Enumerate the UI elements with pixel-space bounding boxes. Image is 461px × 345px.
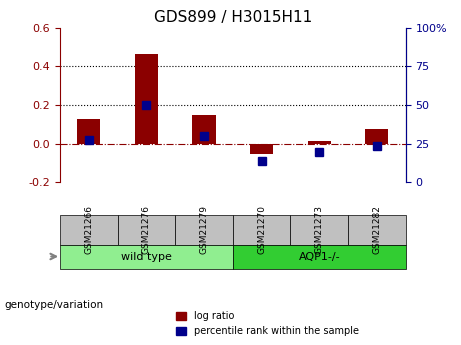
Title: GDS899 / H3015H11: GDS899 / H3015H11 <box>154 10 312 25</box>
Text: AQP1-/-: AQP1-/- <box>298 252 340 262</box>
Text: GSM21282: GSM21282 <box>372 206 381 254</box>
Text: wild type: wild type <box>121 252 172 262</box>
FancyBboxPatch shape <box>175 215 233 245</box>
FancyBboxPatch shape <box>60 215 118 245</box>
FancyBboxPatch shape <box>118 215 175 245</box>
Text: GSM21279: GSM21279 <box>200 206 208 255</box>
FancyBboxPatch shape <box>60 245 233 269</box>
Legend: log ratio, percentile rank within the sample: log ratio, percentile rank within the sa… <box>172 307 362 340</box>
Text: GSM21276: GSM21276 <box>142 206 151 255</box>
Text: GSM21273: GSM21273 <box>315 206 324 255</box>
Bar <box>308 141 331 144</box>
FancyBboxPatch shape <box>290 215 348 245</box>
Bar <box>77 119 100 144</box>
FancyBboxPatch shape <box>348 215 406 245</box>
Bar <box>250 144 273 154</box>
FancyBboxPatch shape <box>233 215 290 245</box>
Text: GSM21266: GSM21266 <box>84 206 93 255</box>
Bar <box>135 54 158 144</box>
FancyBboxPatch shape <box>233 245 406 269</box>
Bar <box>365 129 388 144</box>
Text: genotype/variation: genotype/variation <box>5 300 104 310</box>
Text: GSM21270: GSM21270 <box>257 206 266 255</box>
Bar <box>193 115 216 144</box>
